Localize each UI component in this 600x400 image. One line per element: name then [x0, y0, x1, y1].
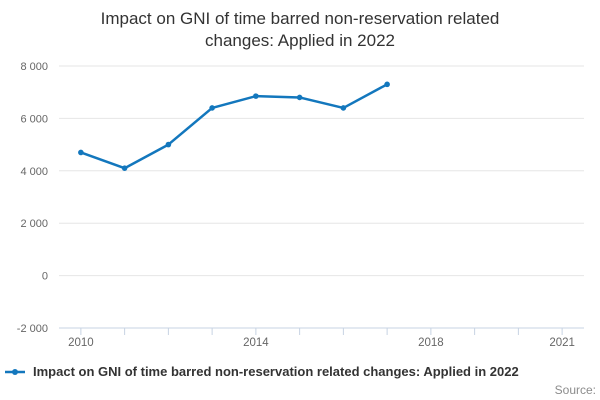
data-point-2010: [78, 149, 84, 156]
chart-title: Impact on GNI of time barred non-reserva…: [0, 8, 600, 52]
legend-label: Impact on GNI of time barred non-reserva…: [33, 364, 519, 379]
data-point-2013: [209, 105, 215, 111]
line-chart-plot: -2 000 0 2 000 4 000 6 000 8 000 2010 2014 2018 2…: [17, 61, 584, 349]
legend-line-marker-icon: [5, 368, 25, 375]
y-axis-tick-label: 0: [42, 271, 48, 283]
y-axis-tick-label: -2 000: [17, 323, 48, 335]
y-axis-tick-label: 2 000: [20, 218, 48, 230]
data-point-2017: [384, 81, 390, 88]
x-axis-tick-label: 2021: [549, 337, 575, 349]
source-label: Source:: [554, 383, 596, 397]
x-axis-tick-label: 2014: [243, 337, 269, 349]
data-point-2016: [340, 105, 347, 111]
y-axis-tick-label: 6 000: [20, 113, 48, 125]
legend[interactable]: Impact on GNI of time barred non-reserva…: [4, 364, 596, 379]
data-point-2012: [165, 141, 172, 148]
data-point-2011: [121, 165, 128, 171]
y-axis-tick-label: 8 000: [20, 61, 48, 73]
data-point-2014: [253, 93, 259, 99]
chart-title-line1: Impact on GNI of time barred non-reserva…: [100, 9, 500, 28]
x-axis-tick-label: 2018: [418, 337, 444, 349]
data-point-2015: [296, 94, 303, 101]
chart-title-line2: changes: Applied in 2022: [205, 31, 395, 50]
y-axis-tick-label: 4 000: [20, 166, 48, 178]
series-line: [79, 83, 389, 170]
x-axis-tick-label: 2010: [68, 337, 94, 349]
